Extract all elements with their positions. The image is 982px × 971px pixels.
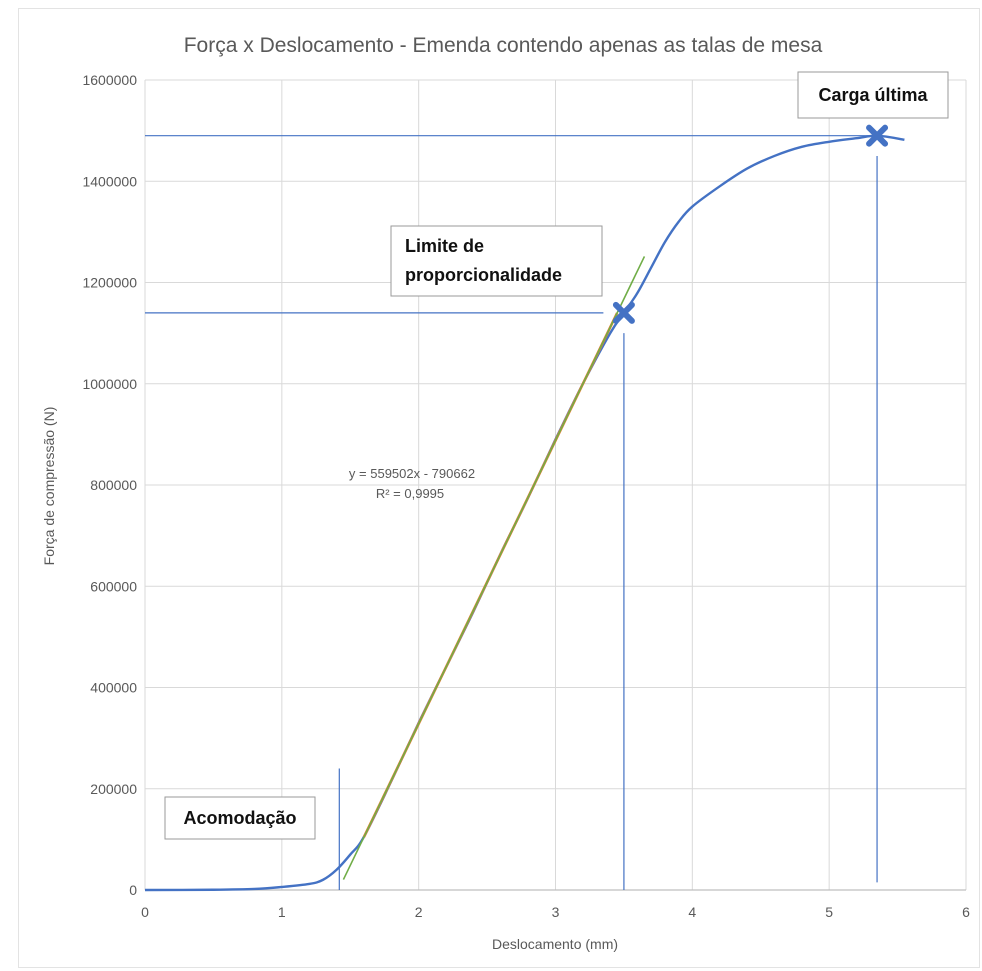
y-tick-labels: 0 200000 400000 600000 800000 1000000 1200000 1…	[82, 72, 137, 898]
x-marker	[612, 301, 635, 324]
markers-group	[612, 124, 889, 324]
trendline-equation: y = 559502x - 790662 R² = 0,9995	[349, 466, 475, 501]
callout-acomodacao-box	[164, 796, 316, 840]
callout-limite-line-2: proporcionalidade	[405, 265, 562, 285]
reference-lines	[145, 135, 878, 890]
chart-title: Força x Deslocamento - Emenda contendo a…	[184, 34, 823, 57]
y-tick-label: 600000	[90, 578, 137, 594]
x-axis-label: Deslocamento (mm)	[492, 936, 618, 952]
callout-limite-line-1: Limite de	[405, 236, 484, 256]
callout-carga-ultima: Carga última	[797, 71, 949, 119]
axis-lines	[144, 80, 966, 891]
y-tick-label: 1000000	[82, 376, 137, 392]
x-tick-label: 5	[825, 904, 833, 920]
trendline-group	[342, 256, 646, 880]
callout-acomodacao: Acomodação	[164, 796, 316, 840]
callout-carga-ultima-text: Carga última	[818, 85, 928, 105]
y-tick-label: 0	[129, 882, 137, 898]
y-tick-label: 400000	[90, 680, 137, 696]
y-tick-label: 200000	[90, 781, 137, 797]
grid	[145, 79, 967, 890]
trendline-equation-text: y = 559502x - 790662	[349, 466, 475, 481]
x-tick-label: 4	[688, 904, 696, 920]
callout-limite-box	[390, 225, 603, 297]
y-tick-label: 1200000	[82, 275, 137, 291]
y-axis-label: Força de compressão (N)	[41, 407, 57, 566]
callout-acomodacao-text: Acomodação	[183, 808, 296, 828]
trendline-r2-text: R² = 0,9995	[376, 486, 444, 501]
y-tick-label: 1600000	[82, 72, 137, 88]
x-tick-label: 3	[552, 904, 560, 920]
y-tick-label: 1400000	[82, 173, 137, 189]
x-tick-labels: 0 1 2 3 4 5 6	[141, 904, 970, 920]
x-tick-label: 2	[415, 904, 423, 920]
x-marker	[866, 124, 889, 147]
y-tick-label: 800000	[90, 477, 137, 493]
trendline	[342, 256, 646, 880]
x-tick-label: 6	[962, 904, 970, 920]
x-tick-label: 0	[141, 904, 149, 920]
callout-limite-proporcionalidade: Limite de proporcionalidade	[390, 225, 603, 297]
callout-carga-ultima-box	[797, 71, 949, 119]
x-tick-label: 1	[278, 904, 286, 920]
